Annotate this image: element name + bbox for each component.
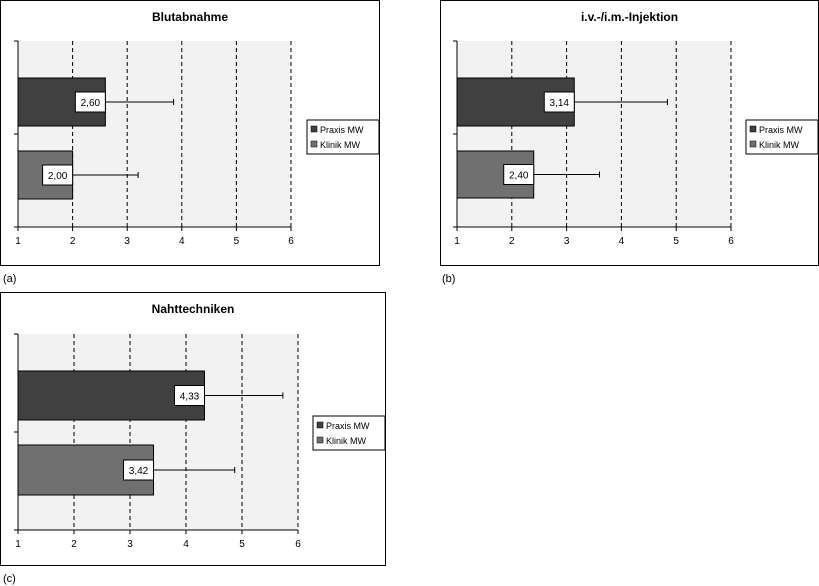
chart-title: i.v.-/i.m.-Injektion (581, 10, 678, 24)
panel-label-b: (b) (442, 273, 456, 285)
legend-label: Klinik MW (759, 140, 800, 150)
plot-area (457, 41, 731, 227)
legend-swatch (310, 140, 318, 148)
data-label: 4,33 (180, 392, 200, 403)
chart-title: Blutabnahme (152, 10, 228, 24)
legend (306, 119, 379, 155)
x-tick-label: 2 (71, 539, 77, 550)
chart-panel-blutabnahme: Blutabnahme 1 2 3 4 5 6 2,60 2,00 Praxis MW Klinik… (0, 0, 380, 266)
data-label-box (543, 91, 575, 113)
legend-label: Klinik MW (320, 140, 361, 150)
bar (17, 370, 205, 421)
legend-label: Klinik MW (326, 436, 367, 446)
x-tick-label: 6 (288, 236, 294, 247)
x-tick-label: 5 (239, 539, 245, 550)
legend-swatch (316, 421, 324, 429)
chart-svg: Nahttechniken 1 2 3 4 5 6 4,33 3,42 Praxis MW Klin… (14, 302, 385, 550)
data-label-box (123, 459, 155, 481)
chart-title: Nahttechniken (152, 302, 235, 316)
x-tick-label: 1 (454, 236, 460, 247)
x-tick-label: 4 (183, 539, 189, 550)
chart-svg: i.v.-/i.m.-Injektion 1 2 3 4 5 6 3,14 2,40 Praxis… (453, 10, 818, 247)
x-tick-label: 4 (619, 236, 625, 247)
chart-panel-nahttechniken: Nahttechniken 1 2 3 4 5 6 4,33 3,42 Praxis MW Klin… (0, 292, 386, 566)
x-tick-label: 2 (70, 236, 76, 247)
legend-swatch (749, 140, 757, 148)
data-label-box (74, 91, 106, 113)
x-tick-label: 2 (509, 236, 515, 247)
x-tick-label: 3 (127, 539, 133, 550)
data-label: 3,42 (129, 466, 149, 477)
legend-label: Praxis MW (320, 125, 364, 135)
panel-label-c: (c) (3, 573, 16, 585)
x-tick-label: 1 (15, 539, 21, 550)
legend (312, 415, 385, 451)
legend-label: Praxis MW (326, 421, 370, 431)
data-label: 2,00 (48, 171, 68, 182)
data-label: 3,14 (550, 98, 570, 109)
data-label-box (503, 164, 535, 185)
x-tick-label: 3 (564, 236, 570, 247)
chart-panel-injektion: i.v.-/i.m.-Injektion 1 2 3 4 5 6 3,14 2,40 Praxis… (440, 0, 819, 266)
data-label: 2,60 (81, 98, 101, 109)
data-label-box (42, 164, 74, 186)
x-tick-label: 3 (124, 236, 130, 247)
legend-label: Praxis MW (759, 125, 803, 135)
data-label-box (173, 385, 205, 406)
data-label: 2,40 (509, 171, 529, 182)
x-tick-label: 5 (673, 236, 679, 247)
plot-area (18, 334, 298, 530)
chart-svg: Blutabnahme 1 2 3 4 5 6 2,60 2,00 Praxis MW Klinik… (14, 10, 379, 247)
x-tick-label: 5 (234, 236, 240, 247)
legend-swatch (310, 125, 318, 133)
x-tick-label: 1 (15, 236, 21, 247)
x-tick-label: 6 (295, 539, 301, 550)
x-tick-label: 4 (179, 236, 185, 247)
legend-swatch (749, 125, 757, 133)
panel-label-a: (a) (3, 273, 17, 285)
legend (745, 119, 818, 155)
x-tick-label: 6 (728, 236, 734, 247)
legend-swatch (316, 436, 324, 444)
